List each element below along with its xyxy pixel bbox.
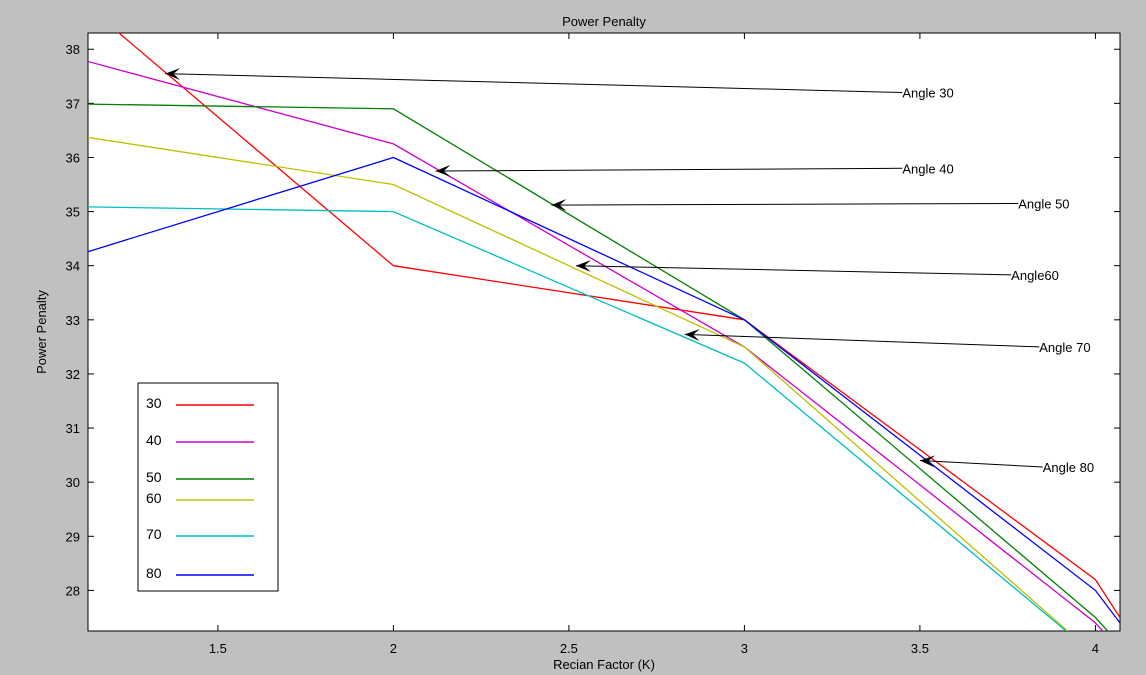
y-tick-label: 29 [66,529,80,544]
annotation-arrowhead [165,67,181,80]
legend: 30 40 50 60 70 80 [137,382,279,592]
legend-label-40: 40 [146,432,162,448]
annotation-arrowhead [551,199,567,212]
y-tick-label: 36 [66,150,80,165]
chart-title: Power Penalty [562,14,646,29]
annotation-arrowhead [575,260,592,273]
y-tick-label: 33 [66,313,80,328]
annotation-arrow-line [684,333,1040,348]
annotation-arrow-line [165,73,903,94]
y-axis-label: Power Penalty [34,290,49,374]
legend-label-80: 80 [146,565,162,581]
series-line-70 [88,206,1068,631]
y-tick-label: 28 [66,583,80,598]
x-tick-label: 3.5 [911,641,929,656]
annotation-arrow-line [551,202,1019,206]
annotation-label: Angle 40 [902,161,953,176]
annotation-label: Angle 50 [1018,196,1069,211]
legend-label-70: 70 [146,526,162,542]
annotation-arrowhead [919,455,936,468]
annotation-arrow-line [575,265,1012,276]
x-tick-label: 1.5 [209,641,227,656]
legend-label-30: 30 [146,395,162,411]
y-tick-label: 35 [66,205,80,220]
annotation-arrow-line [435,167,903,172]
legend-box [137,382,279,592]
annotation-arrowhead [684,328,700,341]
annotation-arrowhead [435,164,451,177]
annotation-arrow-line [919,460,1043,468]
y-tick-label: 38 [66,42,80,57]
series-lines [88,33,1120,631]
annotation-label: Angle 30 [902,86,953,101]
x-axis-ticks: 1.5 2 2.5 3 3.5 4 [209,33,1099,656]
y-tick-label: 31 [66,421,80,436]
series-line-60 [88,136,1069,631]
y-tick-label: 30 [66,475,80,490]
x-axis-label: Recian Factor (K) [553,657,655,672]
x-tick-label: 3 [741,641,748,656]
annotation-label: Angle 80 [1043,460,1094,475]
y-tick-label: 37 [66,96,80,111]
x-tick-label: 2 [390,641,397,656]
series-line-80 [88,156,1120,624]
y-tick-label: 32 [66,367,80,382]
x-tick-label: 2.5 [560,641,578,656]
legend-label-60: 60 [146,490,162,506]
x-tick-label: 4 [1092,641,1099,656]
annotation-label: Angle 70 [1039,340,1090,355]
y-axis-ticks: 28 29 30 31 32 33 34 35 36 37 38 [66,42,1120,598]
annotations: Angle 30 Angle 40 Angle 50 Angle60 Angle 70 A… [165,67,1094,475]
y-tick-label: 34 [66,259,80,274]
legend-label-50: 50 [146,469,162,485]
annotation-label: Angle60 [1011,268,1059,283]
